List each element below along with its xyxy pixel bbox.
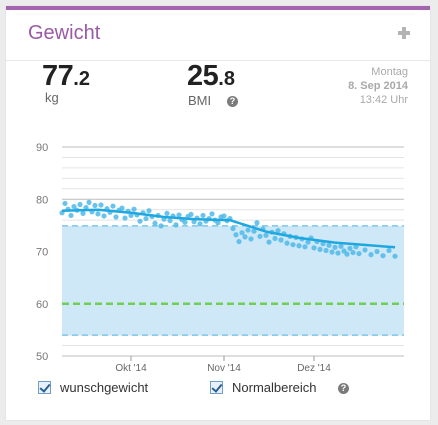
weight-point bbox=[239, 230, 244, 235]
y-tick-label: 80 bbox=[36, 194, 48, 206]
weight-point bbox=[356, 251, 361, 256]
weight-point bbox=[98, 202, 103, 207]
normal-range-checkbox[interactable] bbox=[210, 381, 223, 394]
y-tick-label: 50 bbox=[36, 351, 48, 363]
weight-point bbox=[182, 220, 187, 225]
weight-point bbox=[374, 249, 379, 254]
weight-point bbox=[278, 237, 283, 242]
target-weight-checkbox[interactable] bbox=[38, 381, 51, 394]
weight-point bbox=[329, 249, 334, 254]
y-tick-label: 60 bbox=[36, 299, 48, 311]
weight-point bbox=[146, 208, 151, 213]
weight-point bbox=[347, 246, 352, 251]
weight-point bbox=[95, 211, 100, 216]
weight-point bbox=[323, 248, 328, 253]
weight-point bbox=[86, 200, 91, 205]
weight-point bbox=[302, 244, 307, 249]
weight-point bbox=[119, 206, 124, 211]
weight-point bbox=[143, 216, 148, 221]
weight-point bbox=[62, 201, 67, 206]
weight-point bbox=[221, 213, 226, 218]
weight-point bbox=[242, 234, 247, 239]
weight-point bbox=[122, 215, 127, 220]
y-axis: 50 60 70 80 90 bbox=[36, 142, 48, 363]
weight-point bbox=[284, 241, 289, 246]
weight-point bbox=[350, 250, 355, 255]
weight-point bbox=[326, 243, 331, 248]
x-tick-label: Nov '14 bbox=[207, 363, 241, 374]
weight-point bbox=[197, 221, 202, 226]
weight-point bbox=[188, 212, 193, 217]
legend-target-label: wunschgewicht bbox=[60, 380, 148, 395]
weight-point bbox=[311, 245, 316, 250]
weight-point bbox=[266, 239, 271, 244]
weight-point bbox=[92, 203, 97, 208]
weight-point bbox=[200, 213, 205, 218]
weight-point bbox=[80, 211, 85, 216]
weight-point bbox=[257, 234, 262, 239]
weight-point bbox=[263, 233, 268, 238]
weight-point bbox=[368, 252, 373, 257]
weight-point bbox=[332, 245, 337, 250]
legend-help-icon[interactable]: ? bbox=[338, 383, 349, 394]
weight-point bbox=[137, 219, 142, 224]
weight-point bbox=[317, 247, 322, 252]
weight-point bbox=[344, 252, 349, 257]
weight-point bbox=[167, 218, 172, 223]
weight-point bbox=[230, 226, 235, 231]
legend-target-weight[interactable]: wunschgewicht bbox=[38, 380, 148, 395]
weight-point bbox=[110, 203, 115, 208]
legend-normal-range[interactable]: Normalbereich bbox=[210, 380, 317, 395]
weight-point bbox=[131, 207, 136, 212]
x-tick-label: Dez '14 bbox=[297, 363, 331, 374]
weight-point bbox=[254, 220, 259, 225]
weight-point bbox=[158, 223, 163, 228]
weight-point bbox=[233, 232, 238, 237]
weight-point bbox=[386, 248, 391, 253]
weight-point bbox=[392, 254, 397, 259]
weight-point bbox=[209, 211, 214, 216]
weight-point bbox=[236, 239, 241, 244]
y-tick-label: 70 bbox=[36, 247, 48, 259]
legend-normal-label: Normalbereich bbox=[232, 380, 317, 395]
x-tick-label: Okt '14 bbox=[115, 363, 147, 374]
normal-range-band bbox=[62, 226, 404, 335]
weight-point bbox=[77, 202, 82, 207]
weight-point bbox=[101, 213, 106, 218]
weight-point bbox=[248, 236, 253, 241]
weight-point bbox=[68, 213, 73, 218]
weight-point bbox=[245, 227, 250, 232]
weight-point bbox=[152, 221, 157, 226]
weight-point bbox=[380, 253, 385, 258]
weight-point bbox=[296, 243, 301, 248]
weight-point bbox=[272, 236, 277, 241]
y-tick-label: 90 bbox=[36, 142, 48, 154]
x-axis: Okt '14 Nov '14 Dez '14 bbox=[115, 356, 331, 374]
weight-point bbox=[335, 250, 340, 255]
weight-point bbox=[173, 222, 178, 227]
weight-point bbox=[290, 242, 295, 247]
weight-point bbox=[113, 214, 118, 219]
weight-point bbox=[362, 247, 367, 252]
weight-point bbox=[164, 211, 169, 216]
